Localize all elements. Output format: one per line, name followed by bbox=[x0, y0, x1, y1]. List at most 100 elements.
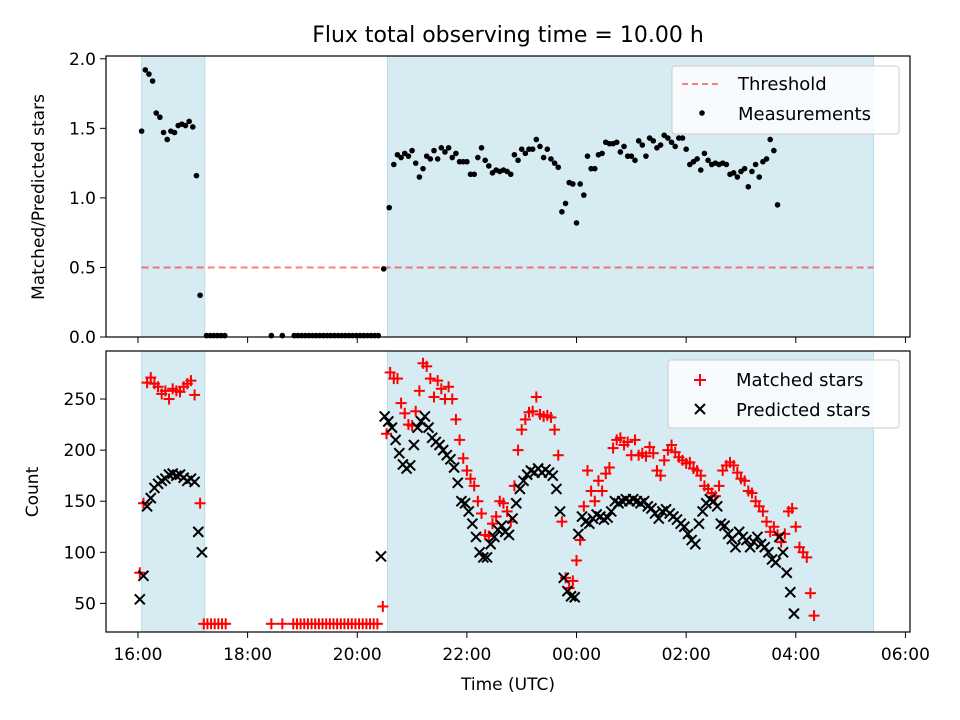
measurement-point bbox=[573, 220, 580, 226]
predicted-star-point bbox=[484, 538, 497, 550]
predicted-star-point bbox=[393, 447, 405, 459]
measurement-point bbox=[639, 142, 646, 148]
measurement-point bbox=[420, 165, 426, 172]
predicted-star-point bbox=[568, 591, 581, 603]
measurement-point bbox=[189, 124, 196, 130]
measurement-point bbox=[745, 183, 752, 190]
x-tick-label: 04:00 bbox=[771, 645, 820, 665]
measurement-point bbox=[164, 136, 171, 143]
measurement-point bbox=[453, 150, 459, 157]
predicted-star-point bbox=[375, 550, 387, 563]
matched-star-point bbox=[220, 618, 232, 630]
matched-star-point bbox=[603, 461, 615, 473]
measurement-point bbox=[533, 136, 540, 143]
matched-star-point bbox=[644, 441, 656, 453]
matched-star-point bbox=[152, 381, 164, 393]
measurement-point bbox=[756, 174, 763, 180]
y-tick-label: 2.0 bbox=[69, 50, 96, 70]
matched-star-point bbox=[739, 475, 751, 487]
matched-star-point bbox=[695, 470, 707, 482]
matched-stars-points bbox=[134, 357, 820, 630]
measurement-point bbox=[390, 161, 397, 168]
matched-star-point bbox=[552, 449, 564, 461]
measurement-point bbox=[555, 164, 562, 171]
matched-star-point bbox=[731, 467, 743, 479]
measurement-point bbox=[701, 150, 708, 157]
measurement-point bbox=[522, 150, 529, 157]
measurement-point bbox=[559, 209, 565, 215]
matched-star-point bbox=[424, 373, 436, 385]
predicted-star-point bbox=[378, 410, 391, 423]
predicted-star-point bbox=[572, 528, 585, 540]
predicted-star-point bbox=[488, 531, 501, 543]
predicted-star-point bbox=[565, 590, 577, 602]
measurement-point bbox=[705, 157, 711, 164]
y-tick-label: 250 bbox=[64, 390, 96, 410]
measurement-point bbox=[464, 158, 470, 165]
measurement-point bbox=[581, 192, 587, 198]
top-x-ticks bbox=[137, 337, 906, 343]
predicted-star-point bbox=[437, 444, 449, 456]
bottom-legend: Matched stars Predicted stars bbox=[667, 359, 900, 429]
matched-star-point bbox=[468, 480, 480, 492]
predicted-star-point bbox=[188, 476, 201, 488]
matched-star-point bbox=[443, 381, 455, 393]
y-tick-label: 1.5 bbox=[69, 119, 96, 139]
measurement-point bbox=[544, 146, 551, 153]
predicted-star-point bbox=[448, 461, 460, 474]
matched-star-point bbox=[454, 434, 466, 446]
matched-star-point bbox=[159, 385, 171, 397]
measurement-point bbox=[409, 147, 415, 154]
predicted-star-point bbox=[744, 541, 756, 553]
measurement-point bbox=[471, 171, 477, 178]
predicted-star-point bbox=[707, 495, 720, 507]
predicted-star-point bbox=[382, 415, 395, 428]
matched-star-point bbox=[497, 497, 509, 509]
predicted-star-point bbox=[137, 570, 150, 582]
matched-star-point bbox=[530, 391, 542, 403]
measurement-point bbox=[749, 168, 755, 175]
predicted-stars-points bbox=[134, 410, 800, 620]
matched-star-point bbox=[265, 618, 277, 630]
predicted-star-point bbox=[769, 556, 782, 569]
matched-star-point bbox=[560, 572, 572, 584]
matched-star-point bbox=[185, 375, 197, 387]
measurement-point bbox=[621, 143, 627, 150]
y-tick-label: 0.0 bbox=[69, 328, 96, 348]
matched-star-point bbox=[589, 495, 601, 507]
matched-star-point bbox=[465, 473, 477, 485]
predicted-star-point bbox=[759, 541, 771, 553]
y-tick-label: 150 bbox=[64, 492, 96, 512]
predicted-star-point bbox=[550, 483, 563, 495]
measurement-point bbox=[730, 170, 737, 176]
matched-star-point bbox=[380, 428, 392, 440]
measurement-point bbox=[723, 161, 730, 168]
predicted-star-point bbox=[422, 421, 435, 434]
measurement-point bbox=[683, 146, 689, 153]
matched-star-point bbox=[421, 360, 433, 372]
matched-star-point bbox=[490, 511, 502, 523]
matched-star-point bbox=[450, 413, 462, 425]
matched-star-point bbox=[592, 475, 604, 487]
matched-star-point bbox=[189, 389, 201, 401]
matched-star-point bbox=[600, 468, 612, 480]
measurement-point bbox=[142, 67, 149, 73]
x-axis-label: Time (UTC) bbox=[460, 675, 555, 695]
predicted-star-point bbox=[711, 500, 723, 513]
matched-star-point bbox=[145, 372, 157, 384]
matched-star-point bbox=[501, 505, 513, 517]
matched-star-point bbox=[713, 480, 725, 492]
measurement-point bbox=[741, 165, 748, 172]
predicted-star-point bbox=[773, 531, 786, 543]
measurement-point bbox=[386, 204, 393, 211]
bottom-panel: 50 100 150 200 250 16:00 18:00 20:00 22:00 00:00… bbox=[23, 350, 930, 695]
measurement-point bbox=[416, 174, 423, 180]
predicted-star-point bbox=[503, 529, 515, 541]
predicted-star-point bbox=[404, 459, 416, 472]
legend-threshold-label: Threshold bbox=[737, 74, 827, 95]
predicted-star-point bbox=[389, 434, 402, 446]
measurement-point bbox=[551, 160, 558, 166]
matched-star-point bbox=[808, 610, 820, 622]
measurement-point bbox=[657, 142, 664, 148]
measurement-point bbox=[668, 139, 675, 146]
